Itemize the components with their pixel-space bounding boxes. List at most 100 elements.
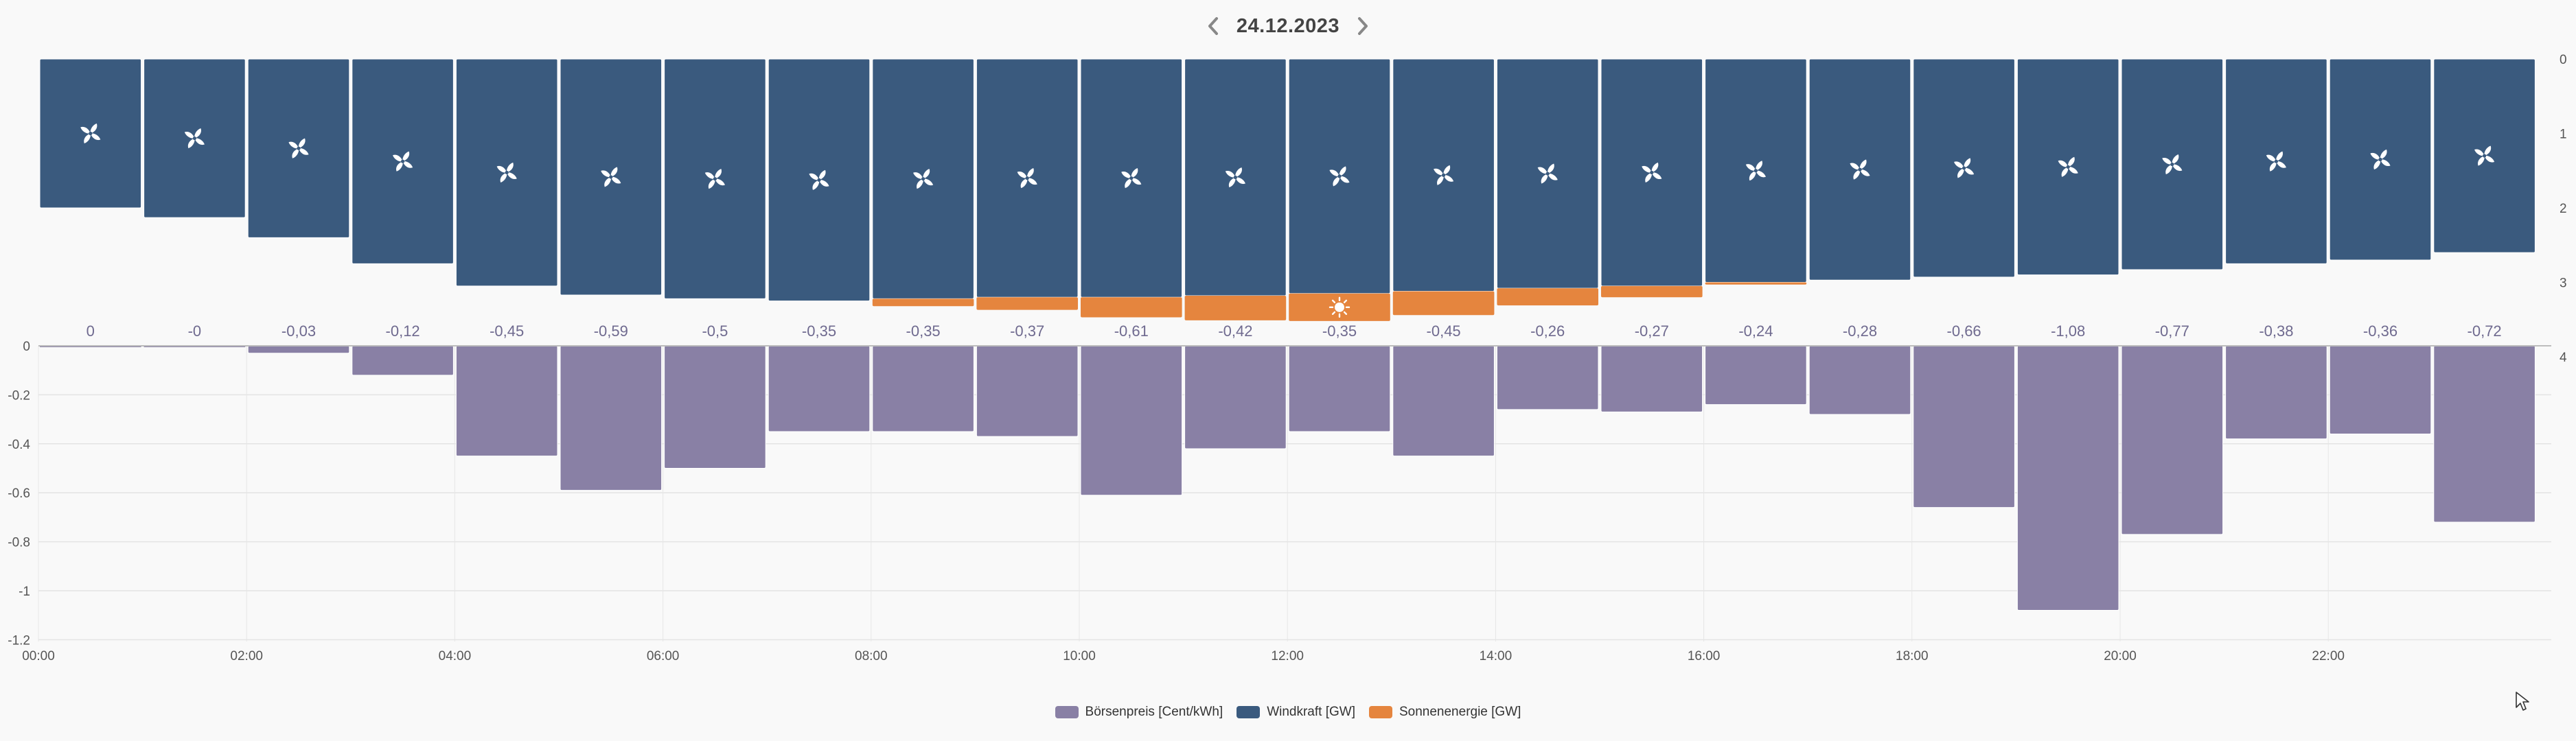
price-bar [560, 345, 663, 491]
x-tick-label: 04:00 [439, 649, 472, 663]
price-bar [664, 345, 766, 469]
price-y-tick-label: -1 [19, 585, 30, 599]
price-data-label: -0,36 [2363, 322, 2397, 340]
energy-y-tick-label: 0 [2560, 53, 2567, 67]
legend-label-wind: Windkraft [GW] [1267, 705, 1355, 719]
price-data-label: -0,27 [1635, 322, 1669, 340]
price-bar [1496, 345, 1599, 410]
price-data-label: -1,08 [2051, 322, 2085, 340]
next-day-button[interactable] [1350, 14, 1375, 38]
wind-turbine-icon [1850, 159, 1870, 180]
x-tick-label: 18:00 [1896, 649, 1929, 663]
price-bar [1600, 345, 1703, 412]
legend-label-solar: Sonnenenergie [GW] [1399, 705, 1521, 719]
x-tick-label: 10:00 [1063, 649, 1096, 663]
x-tick-label: 00:00 [22, 649, 55, 663]
wind-turbine-icon [2474, 145, 2495, 166]
price-bar [2016, 345, 2119, 611]
price-data-label: 0 [87, 322, 95, 340]
sun-icon [1329, 296, 1350, 318]
wind-turbine-icon [1017, 168, 1037, 189]
price-y-tick-label: -1.2 [8, 633, 30, 648]
price-bar [872, 345, 974, 432]
legend-item-wind[interactable]: Windkraft [GW] [1237, 705, 1355, 720]
wind-turbine-icon [2162, 154, 2183, 175]
wind-turbine-icon [2058, 156, 2078, 177]
previous-day-button[interactable] [1201, 14, 1226, 38]
wind-turbine-icon [2266, 151, 2286, 172]
wind-turbine-icon [601, 167, 621, 187]
price-bar [2225, 345, 2327, 440]
price-bar [1392, 345, 1495, 457]
solar-bar [1497, 288, 1598, 306]
legend-swatch-wind [1237, 706, 1261, 718]
price-bar [352, 345, 454, 376]
price-bar [247, 345, 350, 354]
wind-turbine-icon [1954, 158, 1975, 178]
solar-bar [872, 298, 974, 307]
price-data-label: -0,59 [594, 322, 628, 340]
price-data-label: -0,72 [2468, 322, 2502, 340]
price-data-label: -0,77 [2155, 322, 2189, 340]
energy-y-tick-label: 1 [2560, 128, 2567, 142]
wind-turbine-icon [809, 169, 829, 190]
energy-price-chart: 0 -0.2 -0.4 -0.6 -0.8 -1 -1.2 0 1 2 3 4 00:00 02:00 04… [8, 53, 2567, 663]
x-tick-label: 12:00 [1271, 649, 1304, 663]
legend-label-price: Börsenpreis [Cent/kWh] [1085, 705, 1223, 719]
legend-item-solar[interactable]: Sonnenenergie [GW] [1368, 705, 1521, 720]
price-data-label: -0,66 [1947, 322, 1981, 340]
price-data-label: -0,35 [1322, 322, 1357, 340]
wind-turbine-icon [1434, 165, 1454, 185]
price-bar [2329, 345, 2432, 435]
wind-turbine-icon [288, 138, 309, 158]
price-bar [2121, 345, 2224, 535]
price-bar [1288, 345, 1391, 432]
price-bar [455, 345, 558, 457]
price-bar [2433, 345, 2535, 523]
wind-turbine-icon [393, 151, 413, 172]
price-data-label: -0,12 [386, 322, 420, 340]
price-bar [1184, 345, 1287, 449]
wind-turbine-icon [1121, 168, 1142, 189]
solar-bar [1601, 285, 1703, 298]
x-tick-label: 20:00 [2104, 649, 2137, 663]
legend-swatch-price [1055, 706, 1079, 718]
wind-turbine-icon [913, 169, 934, 189]
price-data-label: -0,5 [702, 322, 728, 340]
price-data-label: -0,35 [906, 322, 941, 340]
price-data-label: -0 [188, 322, 202, 340]
chevron-left-icon [1208, 17, 1218, 35]
price-bar [976, 345, 1079, 437]
chart-legend: Börsenpreis [Cent/kWh] Windkraft [GW] So… [0, 700, 2576, 725]
x-tick-label: 16:00 [1688, 649, 1721, 663]
price-data-label: -0,45 [1427, 322, 1461, 340]
solar-bar [1392, 291, 1495, 316]
mouse-cursor-icon [2516, 692, 2529, 711]
wind-turbine-icon [1225, 167, 1245, 188]
wind-turbine-icon [1745, 161, 1766, 181]
x-tick-label: 08:00 [855, 649, 888, 663]
solar-bar [1184, 296, 1287, 320]
wind-turbine-icon [1537, 163, 1558, 184]
date-navigation: 24.12.2023 [0, 10, 2576, 43]
wind-turbine-icon [80, 123, 101, 144]
energy-y-tick-label: 2 [2560, 202, 2567, 216]
price-data-label: -0,42 [1218, 322, 1252, 340]
price-data-label: -0,26 [1530, 322, 1565, 340]
wind-turbine-icon [2370, 149, 2391, 170]
energy-y-tick-label: 3 [2560, 277, 2567, 291]
price-y-tick-label: -0.4 [8, 438, 30, 452]
price-bar [1080, 345, 1183, 496]
price-bar [1705, 345, 1807, 405]
x-tick-label: 06:00 [647, 649, 680, 663]
current-date: 24.12.2023 [1236, 14, 1340, 37]
price-data-label: -0,35 [802, 322, 836, 340]
price-data-label: -0,45 [490, 322, 524, 340]
price-data-label: -0,61 [1114, 322, 1149, 340]
wind-turbine-icon [496, 162, 517, 183]
legend-item-price[interactable]: Börsenpreis [Cent/kWh] [1055, 705, 1223, 720]
chevron-right-icon [1358, 17, 1368, 35]
price-y-tick-label: -0.8 [8, 536, 30, 550]
wind-turbine-icon [184, 128, 205, 149]
x-tick-label: 14:00 [1480, 649, 1513, 663]
